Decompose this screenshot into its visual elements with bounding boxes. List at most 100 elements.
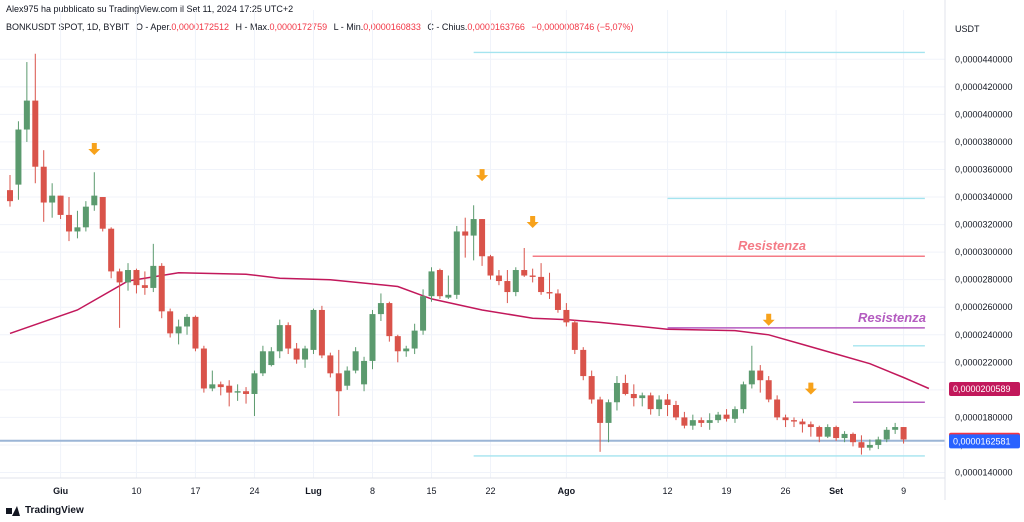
candle-up: [184, 316, 191, 327]
candle-down: [217, 384, 224, 388]
open-value: 0,0000172512: [171, 22, 229, 32]
down-arrow-icon: [804, 382, 817, 395]
candle-up: [268, 351, 275, 366]
x-tick-label: 26: [781, 486, 791, 496]
close-value: 0,0000163766: [467, 22, 525, 32]
y-tick-label: 0,0000380000: [955, 137, 1013, 147]
candle-up: [731, 409, 738, 419]
candle-up: [715, 414, 722, 421]
symbol-label: BONKUSDT SPOT, 1D, BYBIT: [6, 22, 130, 32]
candle-up: [377, 303, 384, 315]
candle-down: [597, 399, 604, 423]
candle-down: [774, 399, 781, 418]
candle-up: [420, 296, 427, 331]
candle-down: [243, 391, 250, 394]
y-tick-label: 0,0000360000: [955, 164, 1013, 174]
candle-down: [394, 336, 401, 352]
candle-down: [858, 442, 865, 448]
candle-up: [15, 129, 22, 185]
x-axis: Giu 10 17 24 Lug 8 15 22 Ago 12 19 26 Set 9: [0, 477, 945, 496]
candlestick-chart[interactable]: Resistenza Resistenza 0,00001400000,00001…: [0, 0, 1024, 500]
candle-down: [133, 270, 140, 286]
candle-up: [74, 227, 81, 232]
x-tick-label: Set: [829, 486, 843, 496]
candle-down: [554, 293, 561, 310]
x-tick-label: 9: [901, 486, 906, 496]
candle-down: [588, 376, 595, 400]
candle-down: [7, 190, 13, 202]
y-axis: 0,00001400000,00001600000,00001800000,00…: [944, 0, 1020, 500]
candle-up: [259, 351, 266, 374]
candle-up: [453, 231, 460, 295]
candle-down: [57, 195, 64, 215]
candle-down: [622, 382, 629, 394]
candle-down: [546, 292, 553, 294]
candle-up: [369, 314, 376, 361]
candle-down: [630, 393, 637, 399]
candle-down: [318, 309, 325, 356]
horizontal-lines: [0, 51, 945, 457]
down-arrow-icon: [762, 313, 775, 326]
arrows: [88, 142, 817, 395]
candle-down: [192, 316, 199, 349]
candle-up: [150, 265, 157, 288]
y-tick-label: 0,0000260000: [955, 302, 1013, 312]
high-label: H - Max.: [235, 22, 270, 32]
x-tick-label: 8: [370, 486, 375, 496]
published-line: Alex975 ha pubblicato su TradingView.com…: [6, 4, 294, 14]
y-tick-label: 0,0000280000: [955, 275, 1013, 285]
candle-down: [900, 427, 907, 440]
x-tick-label: Ago: [558, 486, 576, 496]
candle-down: [529, 275, 536, 277]
candle-down: [495, 275, 502, 282]
y-tick-label: 0,0000300000: [955, 247, 1013, 257]
candle-up: [411, 330, 418, 349]
candle-up: [748, 370, 755, 385]
price-label-box: [949, 434, 1020, 449]
candle-down: [167, 311, 174, 334]
candle-down: [698, 420, 705, 423]
candle-down: [436, 270, 443, 297]
candle-up: [91, 195, 98, 206]
candle-down: [571, 322, 578, 350]
change-value: −0,0000008746 (−5,07%): [531, 22, 634, 32]
candle-up: [302, 348, 309, 360]
candle-down: [790, 420, 797, 422]
candle-down: [479, 219, 486, 257]
resistance-label: Resistenza: [738, 238, 806, 253]
y-tick-label: 0,0000220000: [955, 357, 1013, 367]
candle-down: [99, 197, 106, 229]
tradingview-logo[interactable]: TradingView: [6, 505, 84, 516]
candle-down: [293, 348, 300, 360]
candle-up: [824, 427, 831, 437]
candle-down: [647, 395, 654, 410]
y-tick-label: 0,0000440000: [955, 54, 1013, 64]
footer: TradingView: [0, 500, 1024, 522]
low-value: 0,0000160833: [363, 22, 421, 32]
x-tick-label: 10: [131, 486, 141, 496]
down-arrow-icon: [476, 169, 489, 182]
candle-up: [428, 271, 435, 297]
x-tick-label: 12: [663, 486, 673, 496]
candle-down: [664, 399, 671, 405]
candle-up: [706, 420, 713, 423]
tradingview-logo-text: TradingView: [25, 505, 84, 516]
low-label: L - Min.: [333, 22, 364, 32]
y-tick-label: 0,0000420000: [955, 82, 1013, 92]
candle-up: [613, 382, 620, 403]
candle-down: [32, 100, 39, 167]
close-label: C - Chius.: [427, 22, 468, 32]
candle-down: [462, 231, 469, 236]
candle-down: [116, 271, 123, 283]
x-tick-label: 15: [426, 486, 436, 496]
candle-down: [757, 370, 764, 381]
x-tick-label: Giu: [53, 486, 68, 496]
down-arrow-icon: [88, 142, 101, 155]
candle-down: [580, 349, 587, 377]
candle-down: [672, 405, 679, 418]
tradingview-logo-icon: [6, 505, 20, 516]
candle-up: [344, 370, 351, 386]
down-arrow-icon: [526, 215, 539, 228]
resistance-label: Resistenza: [858, 310, 926, 325]
candle-down: [765, 380, 772, 400]
